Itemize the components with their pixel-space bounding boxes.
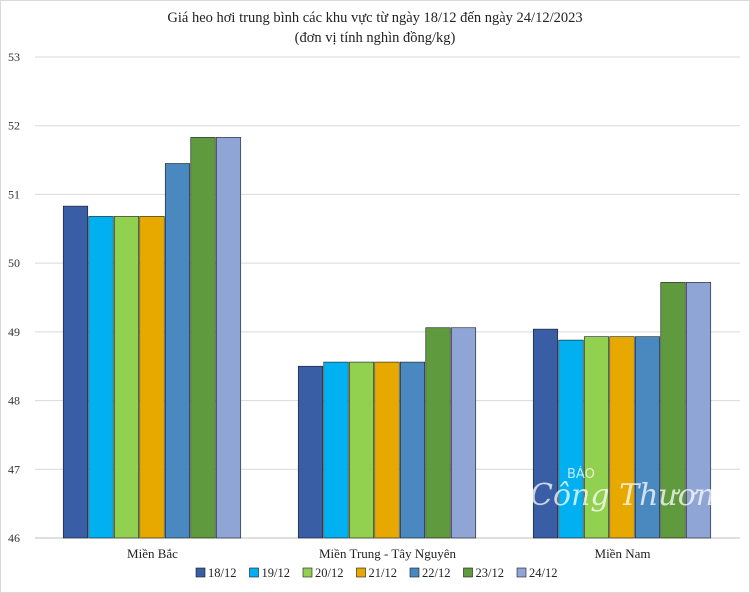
legend-label: 22/12 <box>422 566 450 580</box>
watermark-small-text: BÁO <box>567 466 595 482</box>
legend-swatch <box>356 567 366 578</box>
y-tick-label: 47 <box>8 462 20 476</box>
y-tick-label: 46 <box>8 531 20 545</box>
legend-label: 19/12 <box>262 566 290 580</box>
bar-21-12-0 <box>139 216 165 539</box>
legend-swatch <box>195 567 206 578</box>
y-tick-label: 52 <box>8 119 20 133</box>
x-axis-categories: Miền Bắc Miền Trung - Tây Nguyên Miền Nam <box>127 546 650 561</box>
bar-24-12-2 <box>685 282 712 539</box>
bar-20-12-2 <box>583 336 610 539</box>
bar-22-12-1 <box>399 361 426 539</box>
y-tick-label: 49 <box>8 325 20 339</box>
bar-20-12-1 <box>348 361 375 539</box>
bar-21-12-1 <box>374 361 400 539</box>
legend-swatch <box>302 567 313 578</box>
y-tick-label: 48 <box>8 394 20 408</box>
bar-18-12-2 <box>532 328 559 539</box>
bar-19-12-0 <box>88 216 114 539</box>
y-tick-label: 51 <box>8 187 20 201</box>
legend-label: 23/12 <box>476 566 504 580</box>
chart-title: Giá heo hơi trung bình các khu vực từ ng… <box>167 10 582 26</box>
bar-18-12-1 <box>297 365 324 539</box>
bar-19-12-1 <box>323 361 349 539</box>
legend-label: 18/12 <box>208 566 236 580</box>
bar-20-12-0 <box>113 216 140 539</box>
x-category-label: Miền Bắc <box>127 546 178 561</box>
legend-swatch <box>463 567 473 578</box>
bar-21-12-2 <box>609 336 635 539</box>
x-category-label: Miền Trung - Tây Nguyên <box>319 546 456 561</box>
legend-label: 21/12 <box>369 566 397 580</box>
watermark-logo: BÁO Công Thương <box>530 466 734 513</box>
bar-19-12-2 <box>558 339 584 539</box>
bars <box>62 137 712 539</box>
legend-swatch <box>516 567 527 578</box>
bar-24-12-0 <box>215 137 242 539</box>
legend-label: 24/12 <box>529 566 557 580</box>
watermark-big-text: Công Thương <box>530 478 734 513</box>
y-tick-label: 53 <box>8 50 20 64</box>
bar-23-12-1 <box>425 327 451 539</box>
bar-18-12-0 <box>62 205 89 539</box>
y-tick-label: 50 <box>8 256 20 270</box>
legend-label: 20/12 <box>315 566 343 580</box>
bar-22-12-2 <box>634 336 661 539</box>
bar-24-12-1 <box>450 327 477 539</box>
bar-23-12-2 <box>660 282 686 539</box>
chart-subtitle: (đơn vị tính nghìn đồng/kg) <box>295 30 456 46</box>
bar-23-12-0 <box>190 137 216 539</box>
legend-swatch <box>249 567 259 578</box>
legend-swatch <box>409 567 420 578</box>
y-axis-ticks: 46 47 48 49 50 51 52 53 <box>8 50 20 545</box>
x-category-label: Miền Nam <box>595 546 651 561</box>
legend: 18/12 19/12 20/12 21/12 22/12 23/12 24/12 <box>195 566 557 580</box>
bar-22-12-0 <box>164 163 191 539</box>
